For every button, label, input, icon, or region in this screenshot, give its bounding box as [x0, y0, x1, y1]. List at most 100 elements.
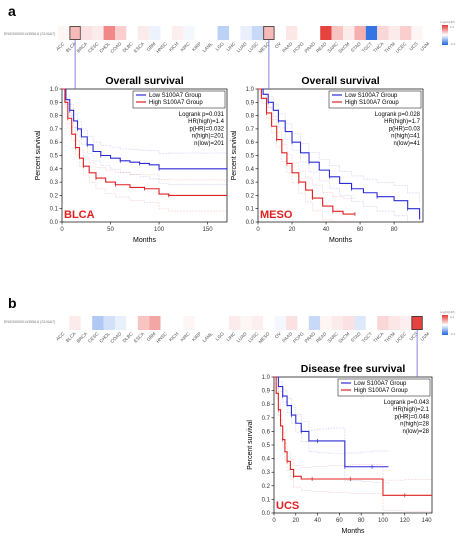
stat-line-blca: p(HR)=0.032: [189, 126, 224, 132]
heat-cell-luad-a: [240, 26, 252, 40]
cancer-label-meso: MESO: [260, 209, 293, 221]
ci-band-0-1-blca: [62, 88, 228, 155]
heat-cell-lgg-b: [217, 316, 229, 330]
ci-band-0-0-meso: [258, 88, 420, 223]
heat-label-meso-b: MESO: [258, 331, 271, 344]
ytick-label-ucs: 0.1: [262, 497, 271, 503]
xtick-label-meso: 40: [323, 227, 330, 233]
ytick-label-blca: 0.0: [50, 220, 59, 226]
xtick-label-meso: 20: [289, 227, 296, 233]
heat-cell-acc-a: [58, 26, 70, 40]
heat-cell-esca-a: [137, 26, 150, 40]
stat-line-meso: n(high)=41: [391, 134, 421, 140]
heat-cell-laml-a: [206, 26, 218, 40]
heat-cell-blca-b: [69, 316, 81, 330]
ytick-label-meso: 0.3: [246, 180, 255, 186]
xtick-label-ucs: 100: [378, 518, 389, 524]
heat-cell-kirp-b: [194, 316, 207, 330]
heat-cell-paad-b: [286, 316, 298, 330]
plot-frame-ucs: [273, 376, 433, 514]
heat-label-laml-a: LAML: [202, 41, 214, 53]
legend-label-low-meso: Low S100A7 Group: [345, 93, 398, 99]
heat-label-ucs-a: UCS: [408, 41, 418, 51]
heat-cell-dlbc-a: [126, 26, 138, 40]
heat-label-ucec-a: UCEC: [395, 41, 408, 54]
plot-title-ucs: Disease free survival: [301, 363, 406, 375]
color-scale-bar-b: [442, 315, 448, 335]
heat-label-kirp-b: KIRP: [191, 331, 202, 342]
heat-label-tgct-a: TGCT: [361, 41, 374, 54]
ytick-label-meso: 0.4: [246, 167, 255, 173]
ytick-label-ucs: 0.9: [262, 389, 271, 395]
heat-cell-tgct-b: [365, 316, 378, 330]
stat-line-ucs: n(low)=28: [402, 429, 429, 435]
ci-band-1-0-blca: [62, 88, 228, 212]
heat-cell-ucs-a: [411, 26, 423, 40]
xtick-label-blca: 0: [60, 227, 64, 233]
xtick-label-ucs: 40: [314, 518, 321, 524]
heat-label-esca-b: ESCA: [133, 331, 146, 344]
heat-label-ucec-b: UCEC: [395, 331, 408, 344]
ytick-label-blca: 0.2: [50, 193, 59, 199]
heat-label-acc-b: ACC: [55, 331, 66, 342]
xtick-label-blca: 100: [154, 227, 165, 233]
ytick-label-blca: 1.0: [50, 87, 59, 93]
heat-cell-pcpg-b: [297, 316, 309, 330]
heat-cell-esca-b: [137, 316, 150, 330]
heat-label-skcm-b: SKCM: [337, 331, 350, 344]
heat-cell-skcm-b: [343, 316, 355, 330]
xtick-label-ucs: 120: [400, 518, 411, 524]
heat-cell-thym-b: [388, 316, 400, 330]
ytick-label-ucs: 0.0: [262, 511, 271, 517]
heat-cell-stad-a: [354, 26, 366, 40]
ci-band-0-1-meso: [258, 88, 420, 203]
legend-box-meso: [328, 90, 422, 109]
heat-label-lgg-a: LGG: [215, 41, 226, 52]
ytick-label-meso: 0.0: [246, 220, 255, 226]
heat-cell-brca-b: [80, 316, 93, 330]
heat-label-thym-b: THYM: [383, 331, 396, 344]
heat-cell-ov-b: [274, 316, 286, 330]
heat-cell-skcm-a: [343, 26, 355, 40]
stat-line-blca: n(high)=201: [192, 134, 225, 140]
cancer-label-ucs: UCS: [276, 500, 299, 512]
gene-label-b: ENSG00000143556.8 (S100A7): [4, 320, 55, 324]
plot-title-blca: Overall survival: [105, 75, 183, 87]
xtick-label-ucs: 80: [358, 518, 365, 524]
heat-cell-paad-a: [286, 26, 298, 40]
color-scale-title-b: Log10(HR): [440, 310, 455, 314]
heat-label-thym-a: THYM: [383, 41, 396, 54]
heat-label-ucs-b: UCS: [408, 331, 418, 341]
heat-label-lgg-b: LGG: [215, 331, 226, 342]
heat-label-dlbc-a: DLBC: [122, 41, 135, 54]
ytick-label-meso: 0.6: [246, 140, 255, 146]
cancer-label-blca: BLCA: [64, 209, 95, 221]
color-scale-a: Log10(HR) 0.4 -0.4: [440, 20, 456, 46]
ytick-label-meso: 0.1: [246, 207, 255, 213]
xtick-label-meso: 80: [391, 227, 398, 233]
color-scale-b: Log10(HR) 0.4 -0.4: [440, 310, 456, 336]
stat-line-ucs: n(high)=28: [400, 422, 430, 428]
x-axis-label-meso: Months: [329, 237, 352, 244]
ytick-label-meso: 0.7: [246, 127, 255, 133]
xtick-label-blca: 150: [203, 227, 214, 233]
heat-label-pcpg-b: PCPG: [292, 331, 305, 344]
stat-line-meso: p(HR)=0.03: [389, 126, 421, 132]
heat-cell-lusc-b: [251, 316, 264, 330]
y-axis-label-ucs: Percent survival: [247, 420, 254, 470]
xtick-label-ucs: 140: [422, 518, 433, 524]
ytick-label-meso: 0.8: [246, 114, 255, 120]
ytick-label-meso: 0.5: [246, 154, 255, 160]
heat-label-skcm-a: SKCM: [337, 41, 350, 54]
heat-cell-kirc-a: [183, 26, 195, 40]
series-line-low-blca: [62, 88, 227, 170]
y-axis-label-blca: Percent survival: [35, 130, 42, 180]
legend-box-blca: [132, 90, 226, 109]
heat-label-ov-a: OV: [274, 41, 283, 50]
stat-line-meso: Logrank p=0.028: [375, 112, 421, 118]
heat-label-pcpg-a: PCPG: [292, 41, 305, 54]
ci-band-1-1-ucs: [274, 376, 433, 481]
gene-label-a: ENSG00000143556.8 (S100A7): [4, 32, 55, 36]
ytick-label-ucs: 0.2: [262, 484, 271, 490]
